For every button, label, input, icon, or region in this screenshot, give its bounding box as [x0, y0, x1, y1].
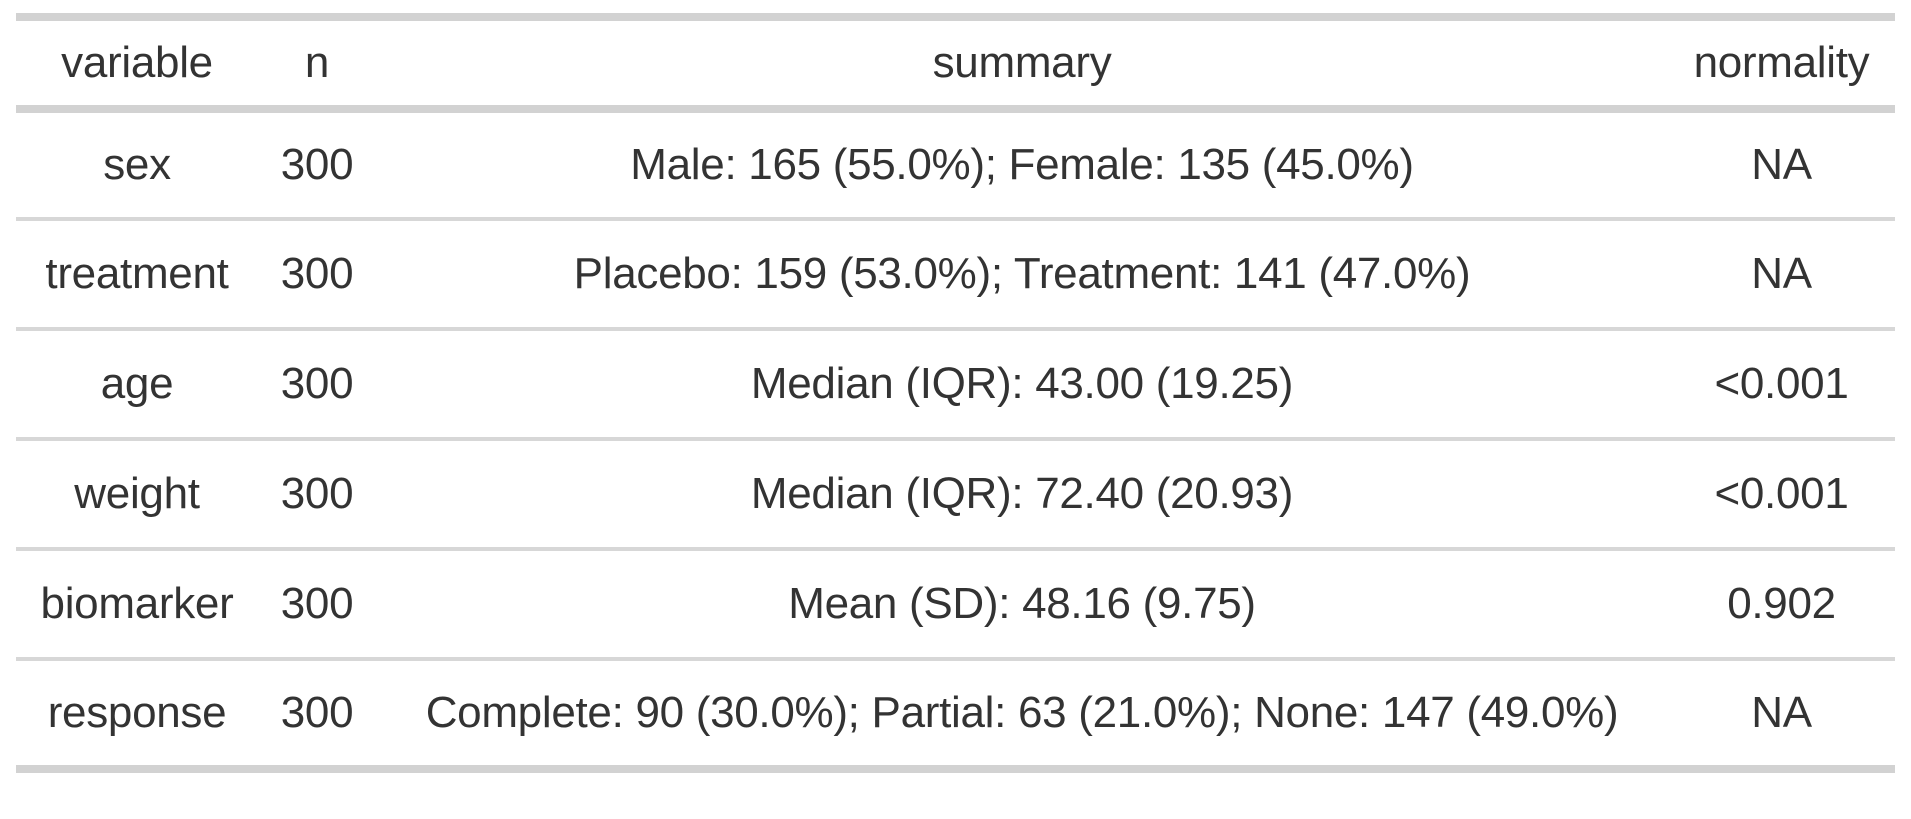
table-row: treatment 300 Placebo: 159 (53.0%); Treatm…: [16, 217, 1895, 329]
cell-variable: treatment: [16, 217, 258, 329]
cell-normality: <0.001: [1668, 437, 1895, 549]
cell-summary: Mean (SD): 48.16 (9.75): [376, 547, 1668, 659]
cell-n: 300: [280, 139, 354, 189]
cell-variable: sex: [103, 139, 171, 189]
cell-n: 300: [258, 217, 376, 329]
cell-normality: <0.001: [1668, 327, 1895, 439]
cell-variable: response: [16, 657, 258, 769]
cell-n: 300: [258, 547, 376, 659]
cell-summary: Complete: 90 (30.0%); Partial: 63 (21.0%…: [376, 657, 1668, 769]
column-header-variable: variable: [16, 17, 258, 113]
summary-table: variable n summary normality sex 300 Male: 16…: [16, 13, 1895, 773]
cell-normality: NA: [1751, 139, 1812, 189]
column-header-n: n: [258, 17, 376, 113]
table-header: variable n summary normality: [16, 17, 1895, 113]
table-row: biomarker 300 Mean (SD): 48.16 (9.75) 0.902: [16, 547, 1895, 659]
table-viewer: variable n summary normality sex 300 Male: 16…: [16, 13, 1895, 773]
table-body: sex 300 Male: 165 (55.0%); Female: 135 (45…: [16, 109, 1895, 769]
cell-variable: biomarker: [16, 547, 258, 659]
cell-summary: Male: 165 (55.0%); Female: 135 (45.0%): [630, 139, 1414, 189]
cell-normality: NA: [1668, 657, 1895, 769]
table-row: sex 300 Male: 165 (55.0%); Female: 135 (45…: [16, 109, 1895, 219]
column-header-summary: summary: [376, 17, 1668, 113]
cell-variable: age: [16, 327, 258, 439]
table-row: age 300 Median (IQR): 43.00 (19.25) <0.001: [16, 327, 1895, 439]
cell-summary: Median (IQR): 72.40 (20.93): [376, 437, 1668, 549]
column-header-normality: normality: [1668, 17, 1895, 113]
cell-n: 300: [258, 437, 376, 549]
cell-variable: weight: [16, 437, 258, 549]
table-row: weight 300 Median (IQR): 72.40 (20.93) <0.0…: [16, 437, 1895, 549]
cell-summary: Median (IQR): 43.00 (19.25): [376, 327, 1668, 439]
cell-normality: NA: [1668, 217, 1895, 329]
cell-normality: 0.902: [1668, 547, 1895, 659]
cell-n: 300: [258, 657, 376, 769]
table-row: response 300 Complete: 90 (30.0%); Partial…: [16, 657, 1895, 769]
table-header-row: variable n summary normality: [16, 17, 1895, 113]
cell-n: 300: [258, 327, 376, 439]
cell-summary: Placebo: 159 (53.0%); Treatment: 141 (47…: [376, 217, 1668, 329]
